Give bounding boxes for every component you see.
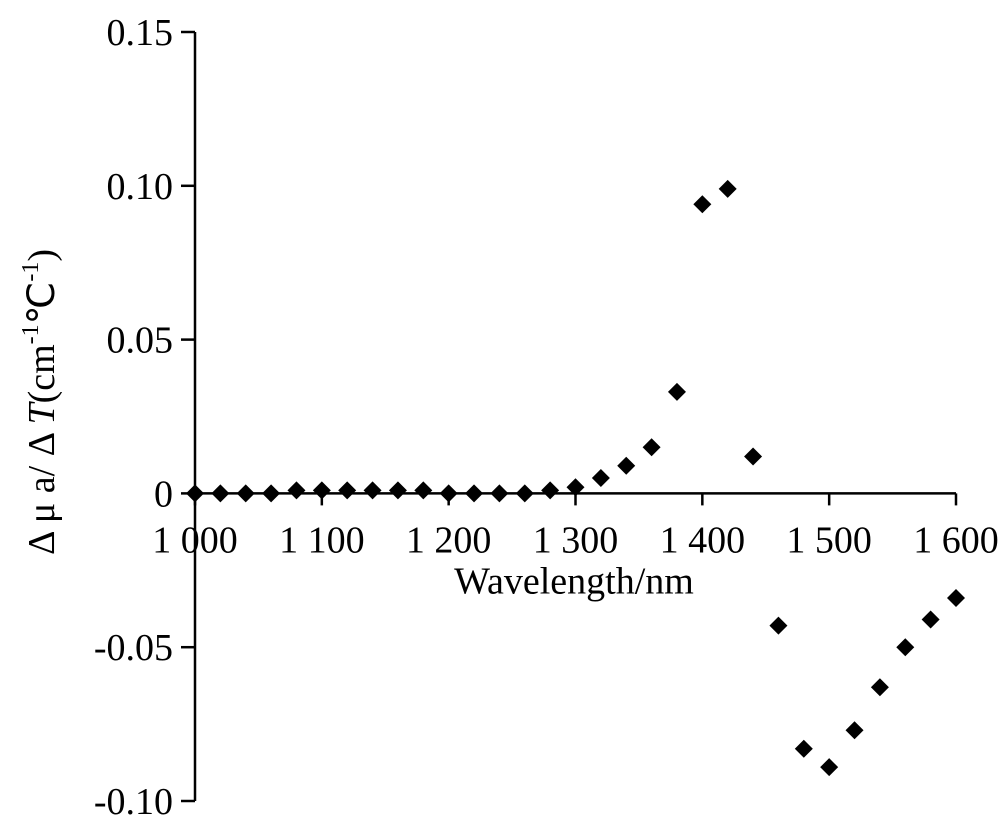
y-tick-label: 0 bbox=[154, 473, 173, 515]
y-axis-title-part: ) bbox=[21, 249, 63, 262]
x-tick-label: 1 200 bbox=[406, 519, 492, 561]
y-axis-title-part: Δ μ a/ Δ bbox=[21, 425, 63, 555]
data-point bbox=[921, 610, 940, 629]
y-axis-title-part: ℃ bbox=[21, 282, 63, 325]
data-point bbox=[642, 438, 661, 457]
data-point bbox=[186, 484, 204, 503]
x-tick-label: 1 500 bbox=[786, 519, 872, 561]
y-axis-title: Δ μ a/ Δ T(cm-1℃-1) bbox=[18, 249, 63, 555]
data-point bbox=[363, 481, 382, 500]
y-axis-title-part: -1 bbox=[18, 324, 44, 344]
data-point bbox=[236, 484, 255, 503]
data-point bbox=[718, 179, 737, 198]
data-point bbox=[845, 721, 864, 740]
x-tick-label: 1 400 bbox=[660, 519, 746, 561]
data-point bbox=[693, 195, 712, 214]
data-point bbox=[566, 478, 585, 497]
y-tick-label: -0.10 bbox=[94, 781, 173, 823]
y-axis-title-part: (cm bbox=[21, 344, 63, 403]
data-point bbox=[667, 382, 686, 401]
data-point bbox=[947, 588, 965, 607]
data-point bbox=[439, 484, 458, 503]
y-tick-label: 0.10 bbox=[107, 166, 174, 208]
data-point bbox=[769, 616, 788, 635]
y-ticks: 0.15 0.10 0.05 0 -0.05 -0.10 bbox=[94, 12, 195, 823]
data-point bbox=[870, 678, 889, 697]
data-points bbox=[186, 179, 965, 777]
data-point bbox=[388, 481, 407, 500]
x-ticks: 1 000 1 100 1 200 1 300 1 400 1 500 1 600 bbox=[152, 493, 999, 561]
data-point bbox=[211, 484, 230, 503]
y-axis-title-part: -1 bbox=[18, 262, 44, 282]
data-point bbox=[541, 481, 560, 500]
data-point bbox=[287, 481, 306, 500]
x-tick-label: 1 600 bbox=[913, 519, 999, 561]
y-tick-label: 0.05 bbox=[107, 320, 174, 362]
y-tick-label: -0.05 bbox=[94, 627, 173, 669]
axes bbox=[193, 32, 956, 801]
data-point bbox=[515, 484, 534, 503]
x-tick-label: 1 100 bbox=[279, 519, 365, 561]
data-point bbox=[820, 758, 839, 777]
x-axis-title: Wavelength/nm bbox=[454, 560, 694, 602]
data-point bbox=[414, 481, 433, 500]
data-point bbox=[338, 481, 357, 500]
data-point bbox=[617, 456, 636, 475]
y-axis-title-part: T bbox=[21, 401, 63, 425]
data-point bbox=[794, 739, 813, 758]
data-point bbox=[896, 638, 915, 657]
data-point bbox=[490, 484, 509, 503]
x-tick-label: 1 000 bbox=[152, 519, 238, 561]
x-tick-label: 1 300 bbox=[533, 519, 619, 561]
data-point bbox=[262, 484, 281, 503]
y-tick-label: 0.15 bbox=[107, 12, 174, 54]
data-point bbox=[591, 469, 610, 488]
data-point bbox=[312, 481, 331, 500]
data-point bbox=[744, 447, 763, 466]
data-point bbox=[465, 484, 484, 503]
